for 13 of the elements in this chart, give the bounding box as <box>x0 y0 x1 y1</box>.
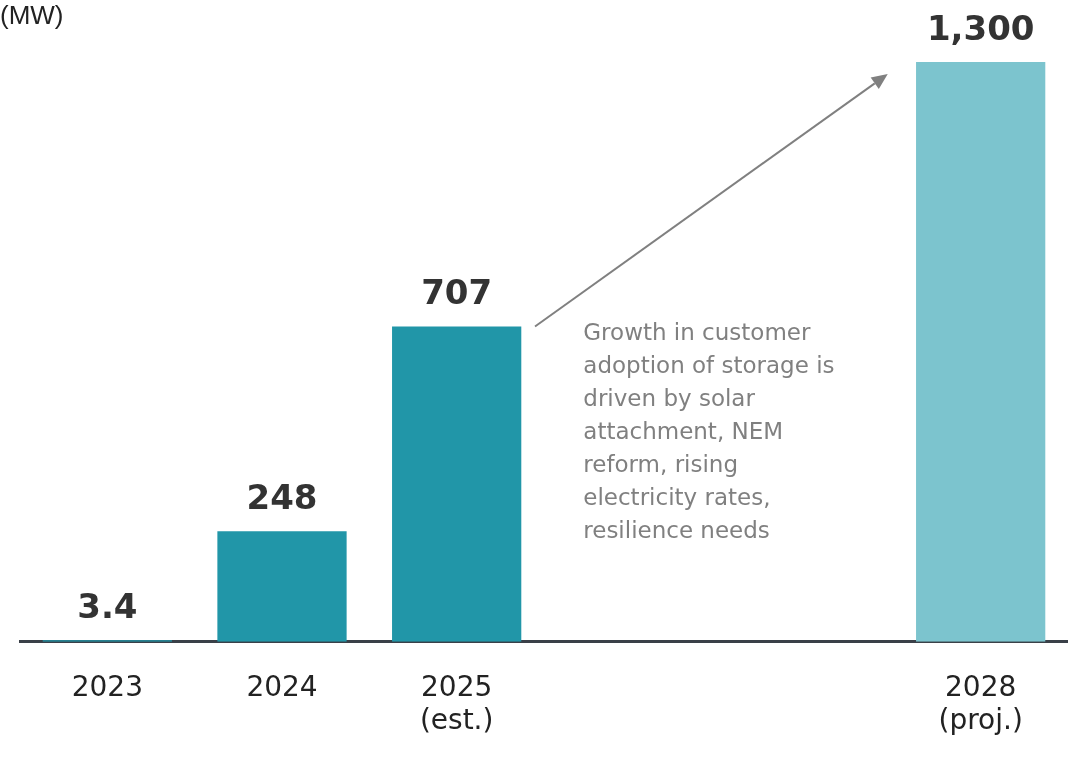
data-label: 1,300 <box>926 7 1035 48</box>
x-tick-label: 2023 <box>71 669 143 703</box>
y-axis-title: (MW) <box>0 0 64 31</box>
bar <box>916 62 1046 642</box>
bar <box>217 531 347 642</box>
data-label: 3.4 <box>77 586 138 627</box>
data-label: 707 <box>421 272 493 313</box>
data-label: 248 <box>246 477 318 518</box>
bar <box>392 326 522 642</box>
x-tick-label: 2024 <box>246 669 318 703</box>
x-tick-label: 2028 (proj.) <box>938 669 1023 737</box>
annotation: Growth in customer adoption of storage is driven by solar attachment, NEM reform, rising electricity rates, resilience needs <box>583 318 836 546</box>
x-tick-label: 2025 (est.) <box>419 669 494 737</box>
